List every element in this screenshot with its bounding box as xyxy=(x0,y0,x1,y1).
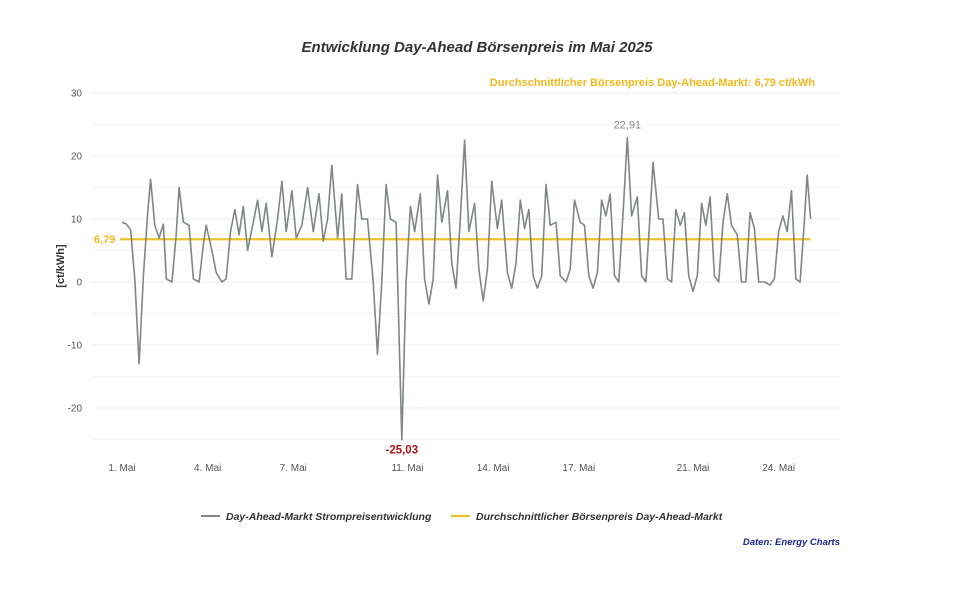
x-tick-label: 4. Mai xyxy=(194,463,221,474)
price-series-line xyxy=(121,136,812,441)
x-tick-label: 21. Mai xyxy=(677,463,710,474)
average-annotation: Durchschnittlicher Börsenpreis Day-Ahead… xyxy=(490,77,815,89)
chart-title: Entwicklung Day-Ahead Börsenpreis im Mai… xyxy=(302,39,654,56)
y-tick-label: 30 xyxy=(71,89,83,100)
y-axis-label: [ct/kWh] xyxy=(55,244,67,288)
x-tick-label: 1. Mai xyxy=(108,463,135,474)
y-tick-label: -20 xyxy=(68,404,83,415)
y-tick-label: 10 xyxy=(71,215,83,226)
x-tick-label: 24. Mai xyxy=(762,463,795,474)
y-tick-label: -10 xyxy=(68,341,83,352)
data-source: Daten: Energy Charts xyxy=(743,537,840,548)
x-tick-label: 7. Mai xyxy=(280,463,307,474)
y-tick-label: 20 xyxy=(71,152,83,163)
grid-lines xyxy=(92,92,840,440)
x-tick-label: 17. Mai xyxy=(562,463,595,474)
max-value-label: 22,91 xyxy=(614,120,642,132)
min-value-label: -25,03 xyxy=(385,445,418,457)
x-tick-label: 11. Mai xyxy=(391,463,423,474)
legend: Day-Ahead-Markt Strompreisentwicklung Du… xyxy=(201,511,723,523)
y-axis-ticks: 30 20 10 0 -10 -20 xyxy=(68,89,83,415)
legend-label-price: Day-Ahead-Markt Strompreisentwicklung xyxy=(226,511,432,523)
legend-label-average: Durchschnittlicher Börsenpreis Day-Ahead… xyxy=(476,511,723,523)
x-axis-ticks: 1. Mai 4. Mai 7. Mai 11. Mai 14. Mai 17. Mai 2… xyxy=(108,463,795,474)
x-tick-label: 14. Mai xyxy=(477,463,510,474)
average-value-label: 6,79 xyxy=(94,234,115,246)
y-tick-label: 0 xyxy=(76,278,82,289)
